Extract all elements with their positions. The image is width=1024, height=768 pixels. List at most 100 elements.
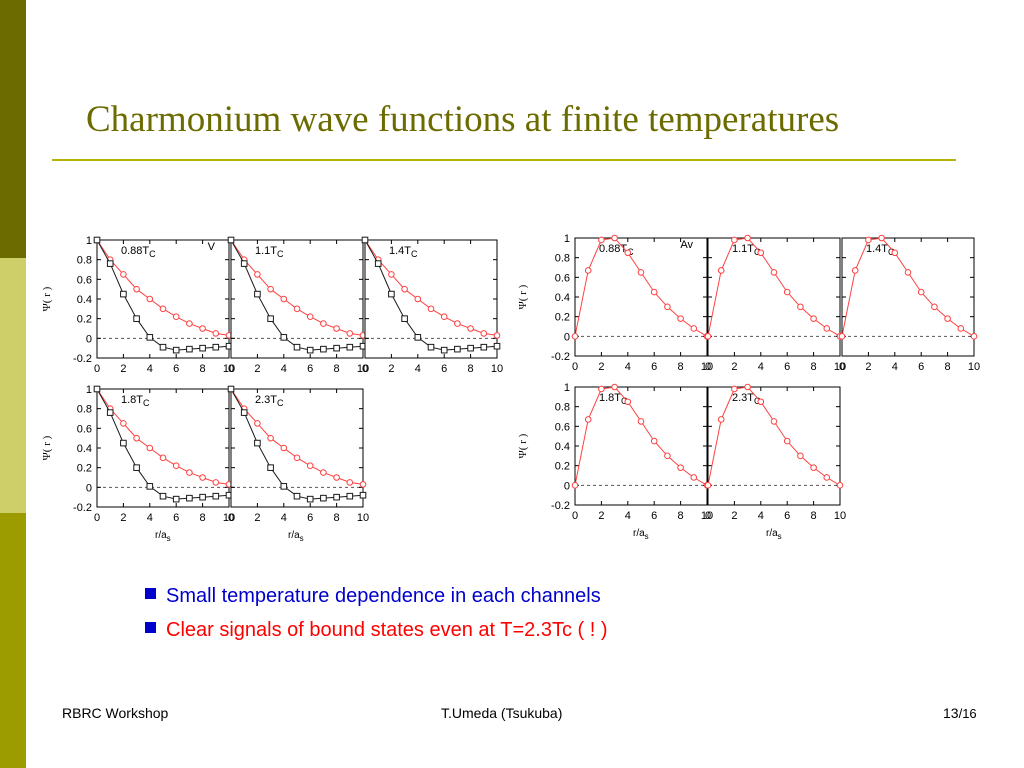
x-tick-label: 2	[598, 361, 604, 373]
data-point	[637, 269, 645, 276]
data-point	[717, 416, 725, 423]
x-tick-label: 8	[811, 510, 817, 522]
x-tick-label: 0	[228, 512, 234, 524]
y-tick-label: 0	[564, 331, 570, 343]
x-tick-label: 2	[598, 510, 604, 522]
y-tick-label: 0.2	[555, 461, 570, 473]
data-point	[120, 271, 127, 278]
data-point	[717, 267, 725, 274]
x-tick-label: 2	[120, 512, 126, 524]
x-tick-label: 0	[572, 510, 578, 522]
y-axis-title: Ψ( r )	[41, 286, 53, 311]
x-axis-title: r/as	[633, 528, 649, 541]
data-point	[957, 325, 965, 332]
data-point	[851, 267, 859, 274]
data-point	[186, 494, 193, 502]
x-tick-label: 0	[705, 361, 711, 373]
data-point	[227, 385, 235, 393]
data-point	[359, 481, 367, 488]
x-tick-label: 10	[223, 512, 235, 524]
slide-title: Charmonium wave functions at finite temp…	[86, 99, 840, 140]
data-point	[280, 444, 288, 452]
data-point	[106, 260, 114, 267]
data-point	[757, 249, 765, 257]
title-divider	[52, 159, 956, 161]
data-point	[571, 333, 579, 340]
x-tick-label: 0	[839, 361, 845, 373]
bullet-square-icon	[145, 622, 156, 633]
data-point	[333, 493, 340, 501]
data-point	[133, 434, 140, 442]
data-point	[690, 474, 698, 481]
data-point	[240, 260, 248, 267]
x-axis-title: r/as	[766, 528, 782, 541]
data-point	[783, 288, 791, 296]
data-point	[199, 344, 206, 352]
bullet-item-1: Small temperature dependence in each cha…	[145, 585, 608, 619]
data-point	[186, 345, 193, 353]
y-tick-label: 1	[86, 235, 92, 247]
y-tick-label: 0.4	[555, 441, 570, 453]
data-point	[159, 343, 167, 351]
data-point	[704, 482, 712, 489]
x-tick-label: 8	[811, 361, 817, 373]
data-point	[891, 249, 899, 257]
data-point	[598, 385, 605, 393]
x-tick-label: 4	[281, 363, 287, 375]
panel-temperature-label: 1.4TC	[866, 243, 895, 257]
data-point	[480, 343, 488, 351]
data-point	[146, 444, 154, 452]
data-point	[637, 418, 645, 425]
x-tick-label: 4	[758, 361, 764, 373]
data-point	[333, 344, 340, 352]
data-point	[320, 469, 327, 476]
y-tick-label: 0.2	[555, 312, 570, 324]
data-point	[677, 315, 684, 322]
data-point	[838, 333, 846, 340]
y-axis-title: Ψ( r )	[517, 284, 529, 309]
panel-temperature-label: 2.3TC	[732, 392, 761, 406]
x-tick-label: 8	[468, 363, 474, 375]
data-point	[133, 285, 140, 293]
data-point	[467, 325, 474, 332]
data-point	[571, 482, 579, 489]
data-point	[280, 295, 288, 303]
data-point	[770, 269, 778, 276]
y-tick-label: 0.2	[77, 314, 92, 326]
panel-temperature-label: 1.1TC	[732, 243, 761, 257]
y-tick-label: 1	[86, 384, 92, 396]
data-point	[359, 491, 367, 499]
x-tick-label: 2	[254, 512, 260, 524]
data-point	[650, 288, 658, 296]
x-tick-label: 6	[784, 510, 790, 522]
data-point	[254, 271, 261, 278]
data-point	[240, 409, 248, 416]
data-point	[199, 325, 206, 332]
bullet-text-2: Clear signals of bound states even at T=…	[166, 619, 608, 641]
x-tick-label: 8	[200, 512, 206, 524]
data-point	[333, 474, 340, 481]
data-point	[212, 479, 220, 486]
x-tick-label: 2	[388, 363, 394, 375]
data-point	[823, 325, 831, 332]
data-point	[664, 452, 671, 460]
data-point	[865, 236, 872, 244]
data-point	[146, 334, 154, 341]
panel-temperature-label: 1.8TC	[599, 392, 628, 406]
data-point	[254, 420, 261, 427]
data-point	[810, 315, 817, 322]
data-point	[320, 320, 327, 327]
data-point	[146, 483, 154, 490]
x-tick-label: 6	[651, 361, 657, 373]
data-point	[944, 315, 951, 322]
data-point	[493, 342, 501, 350]
x-tick-label: 10	[834, 510, 846, 522]
data-point	[267, 285, 274, 293]
chart-panel: 0 2 4 6 8 10 2.3TC	[227, 385, 369, 524]
data-point	[212, 492, 220, 500]
data-point	[267, 315, 274, 322]
page-total: /16	[958, 706, 977, 721]
